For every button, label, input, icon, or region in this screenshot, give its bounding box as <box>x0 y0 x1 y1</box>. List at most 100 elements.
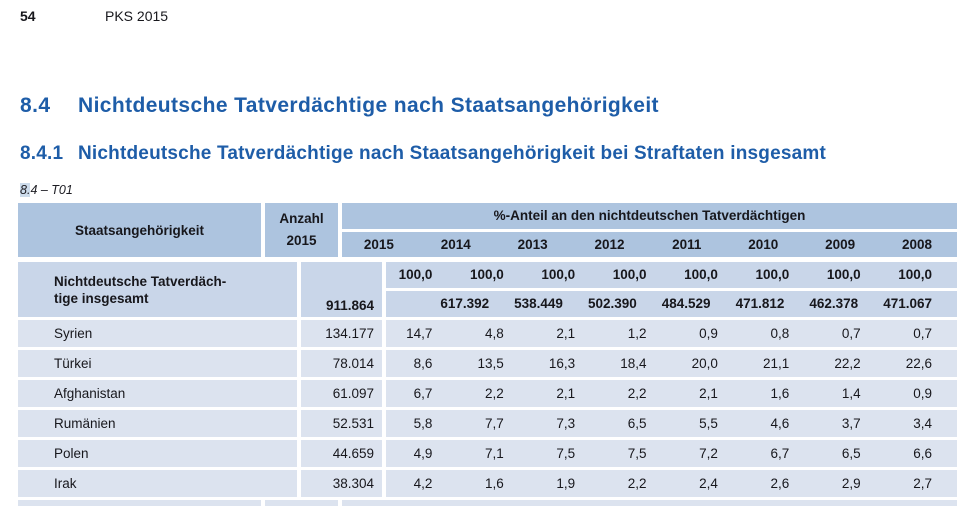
table-label: 8.4 – T01 <box>20 183 73 197</box>
row-divider <box>386 288 957 291</box>
section-title: Nichtdeutsche Tatverdächtige nach Staats… <box>78 94 659 117</box>
percent-cell: 22,2 <box>834 356 861 371</box>
percent-values: 14,7 4,8 2,1 1,2 0,9 0,8 0,7 0,7 <box>386 320 957 347</box>
total-row-label: Nichtdeutsche Tatverdäch- tige insgesamt <box>18 262 297 317</box>
year-header: 2010 <box>748 237 779 252</box>
year-header: 2012 <box>594 237 625 252</box>
col-header-anzahl-line1: Anzahl <box>279 211 324 226</box>
percent-cell: 6,5 <box>841 446 861 461</box>
subsection-heading: 8.4.1 Nichtdeutsche Tatverdächtige nach … <box>20 143 826 165</box>
count-cell: 471.067 <box>883 296 932 311</box>
percent-cell: 21,1 <box>762 356 790 371</box>
percent-cell: 1,2 <box>627 326 647 341</box>
percent-cell: 0,9 <box>699 326 718 341</box>
year-header: 2009 <box>825 237 856 252</box>
column-divider <box>382 440 386 467</box>
year-header: 2013 <box>517 237 548 252</box>
percent-cell: 4,8 <box>484 326 504 341</box>
percent-values: 4,2 1,6 1,9 2,2 2,4 2,6 2,9 2,7 <box>386 470 957 497</box>
percent-cell: 100,0 <box>898 267 932 282</box>
percent-cell: 0,8 <box>770 326 790 341</box>
percent-cell: 2,9 <box>841 476 861 491</box>
total-percent-block: 100,0 100,0 100,0 100,0 100,0 100,0 100,… <box>386 262 957 317</box>
country-name: Polen <box>18 440 297 467</box>
country-name: Rumänien <box>18 410 297 437</box>
year-header-row: 2015 2014 2013 2012 2011 2010 2009 2008 <box>342 232 957 257</box>
percent-cell: 0,9 <box>913 386 932 401</box>
column-divider <box>382 410 386 437</box>
percent-cell: 2,6 <box>770 476 790 491</box>
count-cell: 617.392 <box>440 296 490 311</box>
anzahl-cell <box>265 500 338 506</box>
count-cell <box>386 291 440 317</box>
section-heading: 8.4 Nichtdeutsche Tatverdächtige nach St… <box>20 94 659 118</box>
table-row: Rumänien 52.531 5,8 7,7 7,3 6,5 5,5 4,6 … <box>18 410 957 437</box>
percent-cell: 2,1 <box>556 386 576 401</box>
table-row: Afghanistan 61.097 6,7 2,2 2,1 2,2 2,1 1… <box>18 380 957 407</box>
percent-cell: 0,7 <box>913 326 932 341</box>
anzahl-cell: 38.304 <box>301 470 382 497</box>
percent-cell: 2,7 <box>913 476 932 491</box>
percent-cell: 100,0 <box>612 267 647 282</box>
count-cell: 538.449 <box>514 296 563 311</box>
percent-cell: 16,3 <box>548 356 576 371</box>
column-divider <box>297 380 301 407</box>
percent-cell: 100,0 <box>469 267 504 282</box>
col-header-percent-block: %-Anteil an den nichtdeutschen Tatverdäc… <box>342 203 957 257</box>
percent-cell: 100,0 <box>398 267 433 282</box>
percent-cell: 7,1 <box>484 446 504 461</box>
column-divider <box>382 380 386 407</box>
percent-cell: 1,6 <box>770 386 790 401</box>
column-divider <box>297 470 301 497</box>
column-divider <box>338 203 342 257</box>
country-name: Irak <box>18 470 297 497</box>
count-cell: 502.390 <box>587 296 637 311</box>
page-header: 54 PKS 2015 <box>20 8 168 24</box>
column-divider <box>382 262 386 317</box>
column-divider <box>297 320 301 347</box>
percent-cell: 8,6 <box>413 356 433 371</box>
percent-cell: 2,1 <box>699 386 718 401</box>
percent-cell: 7,2 <box>699 446 718 461</box>
percent-cell: 2,2 <box>627 386 647 401</box>
column-divider <box>382 320 386 347</box>
percent-cell: 7,5 <box>556 446 576 461</box>
percent-cell: 7,3 <box>556 416 576 431</box>
country-name: Türkei <box>18 350 297 377</box>
total-anzahl-cell: 911.864 <box>301 262 382 317</box>
table-row: Polen 44.659 4,9 7,1 7,5 7,5 7,2 6,7 6,5… <box>18 440 957 467</box>
column-divider <box>297 440 301 467</box>
column-divider <box>382 350 386 377</box>
row-divider <box>342 229 957 232</box>
percent-cell: 4,6 <box>770 416 790 431</box>
anzahl-cell: 44.659 <box>301 440 382 467</box>
percent-cell: 2,2 <box>627 476 647 491</box>
total-label-line1: Nichtdeutsche Tatverdäch- <box>54 273 227 289</box>
percent-cell: 2,4 <box>699 476 718 491</box>
percent-values: 4,9 7,1 7,5 7,5 7,2 6,7 6,5 6,6 <box>386 440 957 467</box>
year-header: 2015 <box>363 237 394 252</box>
table-header-row: Staatsangehörigkeit Anzahl 2015 %-Anteil… <box>18 203 957 257</box>
column-divider <box>261 500 265 506</box>
percent-cell: 3,4 <box>913 416 932 431</box>
count-cell: 484.529 <box>661 296 711 311</box>
percent-cell: 2,1 <box>556 326 576 341</box>
percent-cell: 100,0 <box>684 267 718 282</box>
col-header-percent-title: %-Anteil an den nichtdeutschen Tatverdäc… <box>342 203 957 229</box>
percent-cell: 100,0 <box>541 267 576 282</box>
subsection-title: Nichtdeutsche Tatverdächtige nach Staats… <box>78 143 826 164</box>
percent-cell: 1,9 <box>556 476 576 491</box>
col-header-anzahl-line2: 2015 <box>286 233 317 248</box>
percent-values: 5,8 7,7 7,3 6,5 5,5 4,6 3,7 3,4 <box>386 410 957 437</box>
table-row: Türkei 78.014 8,6 13,5 16,3 18,4 20,0 21… <box>18 350 957 377</box>
percent-cell: 7,5 <box>627 446 647 461</box>
percent-cell: 13,5 <box>477 356 504 371</box>
table-row-total: Nichtdeutsche Tatverdäch- tige insgesamt… <box>18 262 957 317</box>
percent-cell: 4,9 <box>413 446 433 461</box>
statistics-table: Staatsangehörigkeit Anzahl 2015 %-Anteil… <box>18 203 957 506</box>
percent-cell: 20,0 <box>691 356 718 371</box>
percent-cell: 2,2 <box>484 386 504 401</box>
country-name: Syrien <box>18 320 297 347</box>
table-row-partial <box>18 500 957 506</box>
percent-cell: 6,7 <box>413 386 433 401</box>
